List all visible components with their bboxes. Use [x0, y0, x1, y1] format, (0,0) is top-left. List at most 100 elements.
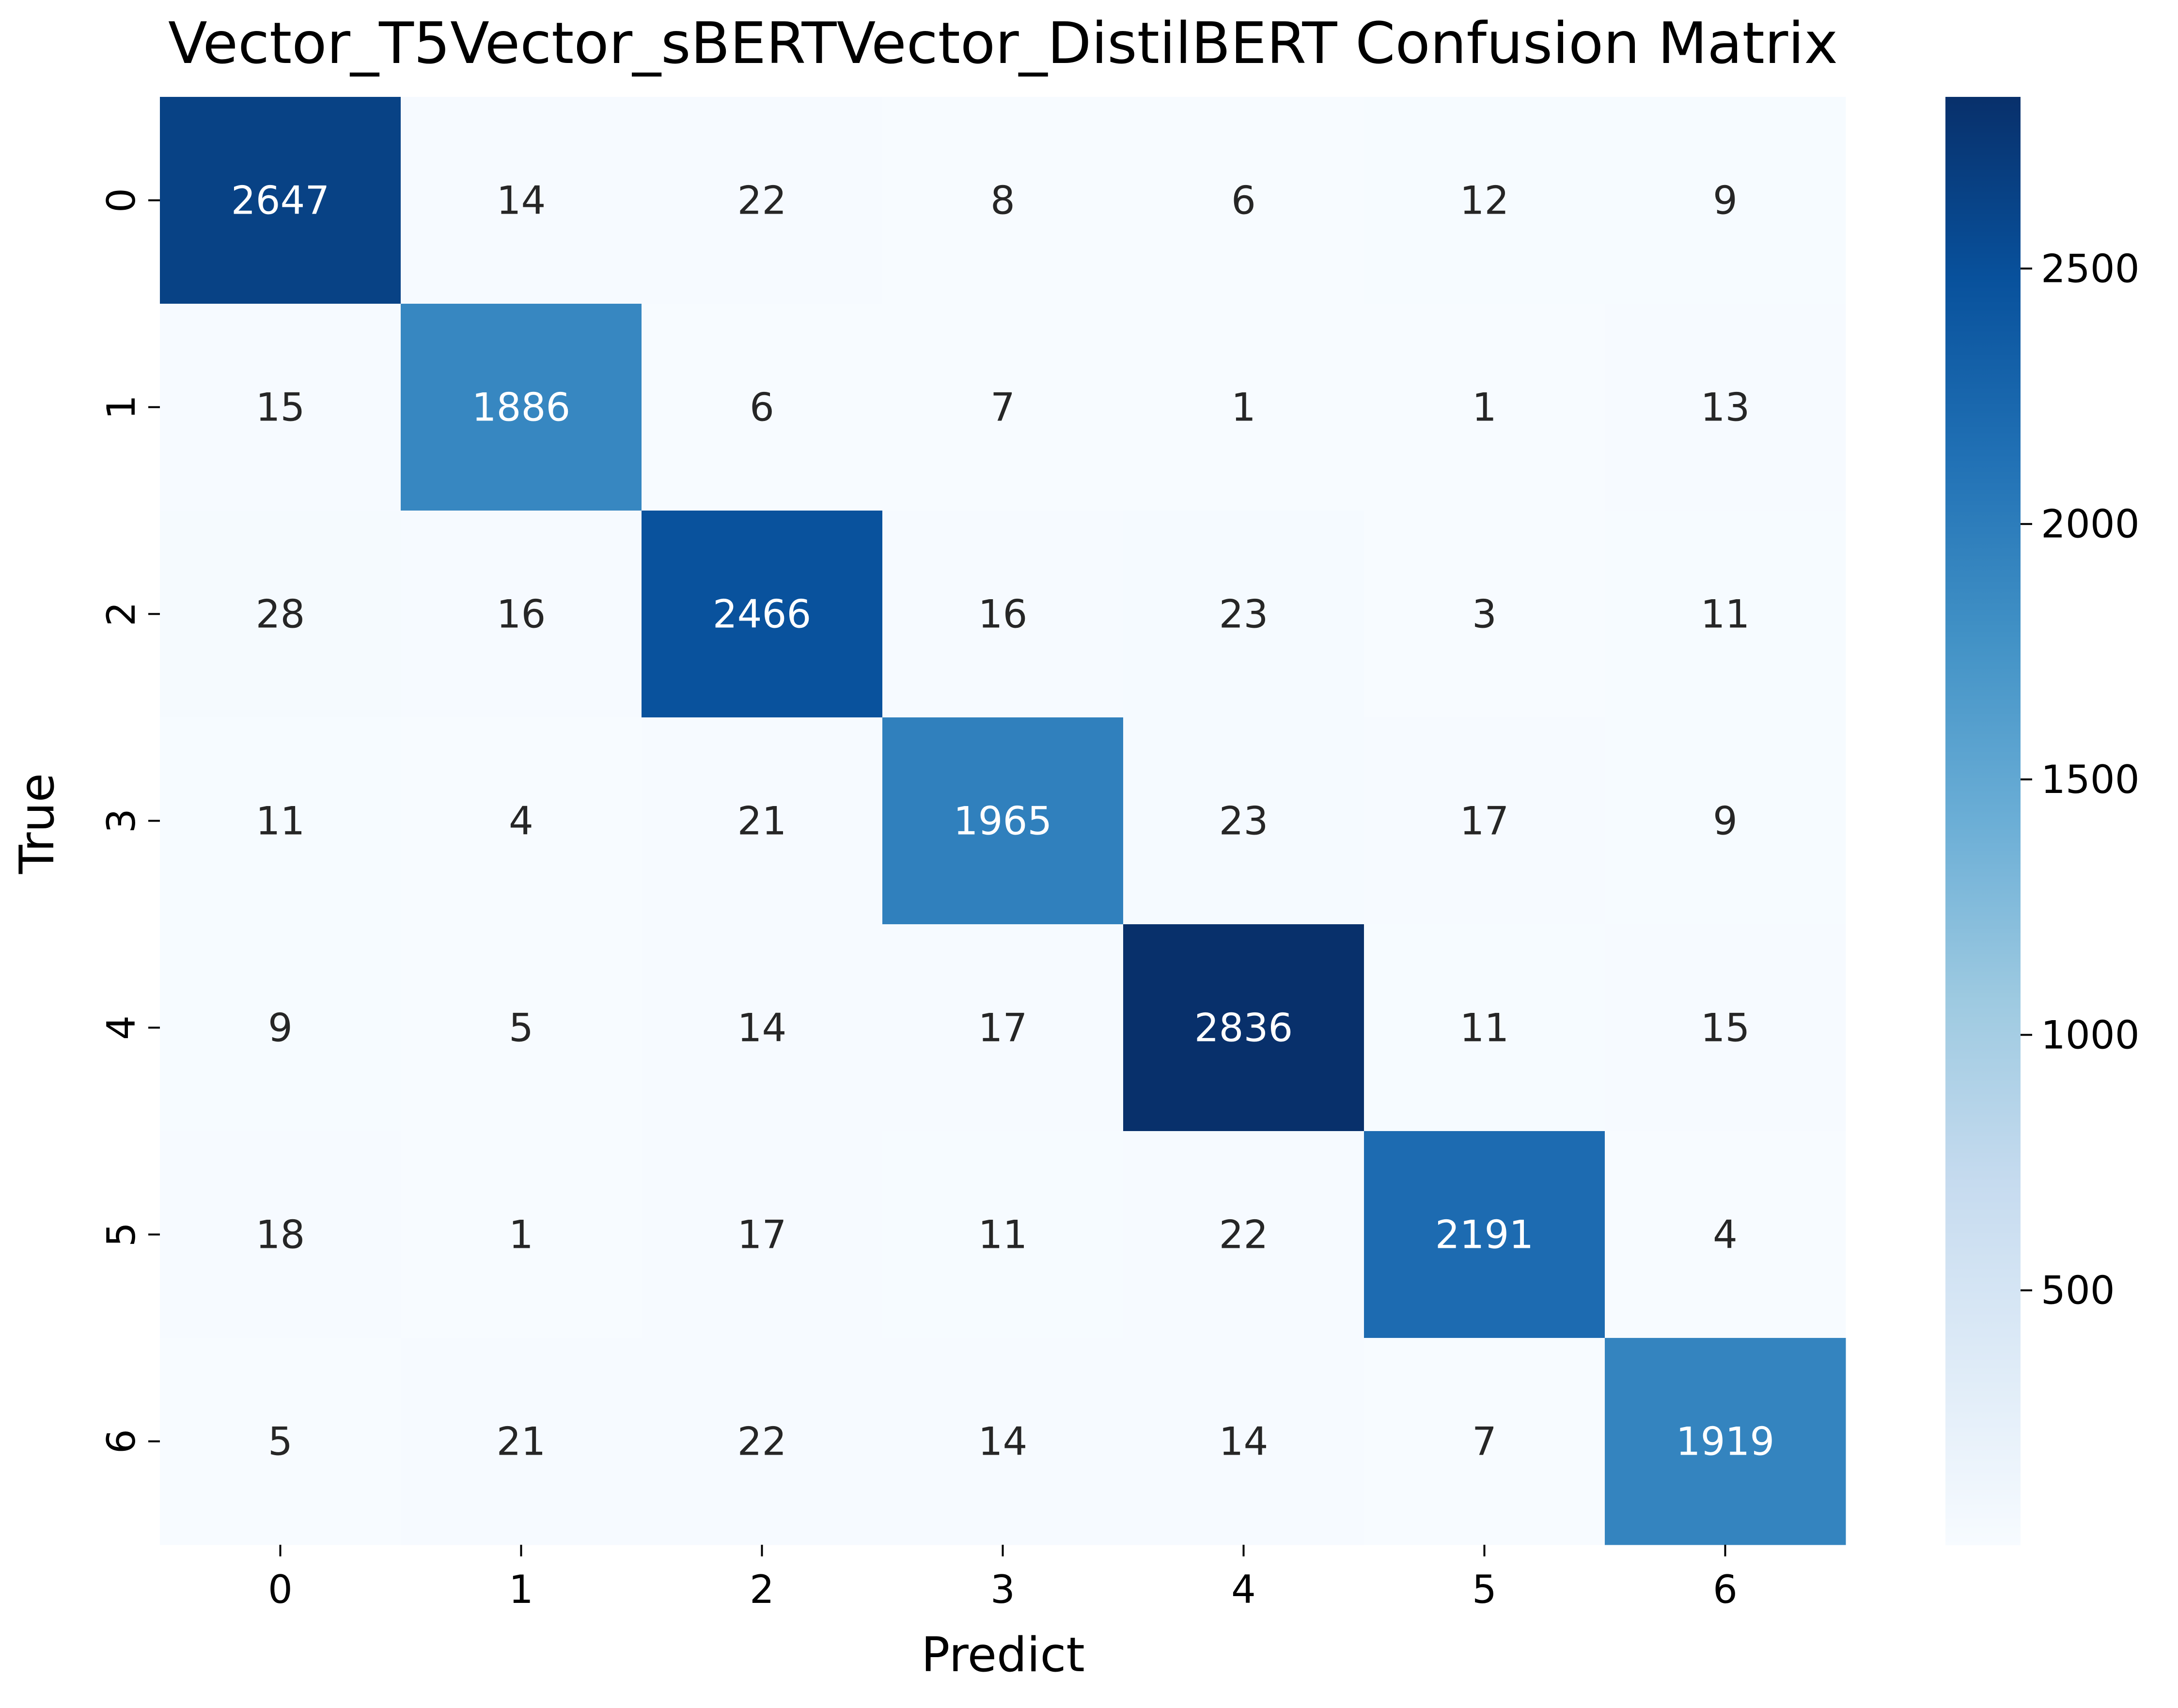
x-tick-label: 1 [509, 1567, 533, 1612]
cell-value-r3-c6: 9 [1713, 799, 1738, 844]
heatmap-cell-r1-c3 [882, 304, 1124, 511]
cell-value-r2-c0: 28 [256, 592, 305, 637]
heatmap-cell-r3-c0 [160, 717, 401, 925]
y-axis-label: True [10, 773, 65, 874]
heatmap-cell-r5-c5 [1364, 1131, 1605, 1338]
colorbar [1945, 97, 2021, 1545]
heatmap-cell-r0-c4 [1123, 97, 1364, 304]
heatmap-cell-r2-c1 [401, 511, 642, 718]
heatmap-cell-r4-c4 [1123, 924, 1364, 1132]
heatmap-cell-r0-c5 [1364, 97, 1605, 304]
cell-value-r6-c2: 22 [737, 1419, 787, 1464]
heatmap-cell-r0-c0 [160, 97, 401, 304]
x-tick-label: 6 [1713, 1567, 1738, 1612]
cell-value-r4-c1: 5 [509, 1006, 533, 1051]
y-axis-ticks: 0 1 2 3 4 5 6 [99, 188, 160, 1454]
cell-value-r4-c6: 15 [1701, 1006, 1750, 1051]
heatmap-cell-r5-c3 [882, 1131, 1124, 1338]
heatmap-cell-r2-c6 [1605, 511, 1846, 718]
y-tick-label: 6 [99, 1429, 144, 1454]
cell-value-r1-c4: 1 [1231, 385, 1256, 430]
y-tick-label: 2 [99, 602, 144, 626]
cell-value-r6-c0: 5 [268, 1419, 293, 1464]
heatmap-cell-r4-c0 [160, 924, 401, 1132]
heatmap-cell-r0-c1 [401, 97, 642, 304]
cell-value-r1-c6: 13 [1701, 385, 1750, 430]
heatmap-cells [160, 97, 1846, 1545]
cell-value-r1-c2: 6 [750, 385, 774, 430]
heatmap-cell-r5-c6 [1605, 1131, 1846, 1338]
x-tick-label: 0 [268, 1567, 293, 1612]
cell-value-r2-c6: 11 [1701, 592, 1750, 637]
heatmap-cell-r6-c3 [882, 1338, 1124, 1545]
cell-value-r5-c2: 17 [737, 1212, 787, 1258]
cell-value-r5-c6: 4 [1713, 1212, 1738, 1258]
colorbar-tick-label: 2500 [2041, 246, 2140, 291]
cell-value-r0-c0: 2647 [231, 178, 330, 223]
heatmap-cell-r1-c2 [642, 304, 883, 511]
cell-value-r3-c3: 1965 [954, 799, 1052, 844]
y-tick-label: 3 [99, 808, 144, 833]
cell-value-r0-c3: 8 [990, 178, 1015, 223]
cell-value-r3-c2: 21 [737, 799, 787, 844]
cell-value-r2-c5: 3 [1472, 592, 1497, 637]
cell-value-r0-c2: 22 [737, 178, 787, 223]
heatmap-cell-r3-c4 [1123, 717, 1364, 925]
cell-value-r4-c2: 14 [737, 1006, 787, 1051]
heatmap-cell-r6-c4 [1123, 1338, 1364, 1545]
colorbar-tick-label: 500 [2041, 1268, 2115, 1313]
heatmap-cell-r2-c0 [160, 511, 401, 718]
heatmap-cell-r0-c3 [882, 97, 1124, 304]
heatmap-cell-r0-c6 [1605, 97, 1846, 304]
heatmap-cell-r1-c5 [1364, 304, 1605, 511]
cell-value-r6-c5: 7 [1472, 1419, 1497, 1464]
heatmap-cell-r6-c1 [401, 1338, 642, 1545]
cell-value-r5-c0: 18 [256, 1212, 305, 1258]
heatmap-cell-r5-c1 [401, 1131, 642, 1338]
x-tick-label: 3 [990, 1567, 1015, 1612]
heatmap-cell-r1-c4 [1123, 304, 1364, 511]
cell-value-r2-c4: 23 [1219, 592, 1269, 637]
y-tick-label: 1 [99, 395, 144, 419]
x-tick-label: 2 [750, 1567, 774, 1612]
cell-value-r6-c3: 14 [978, 1419, 1028, 1464]
heatmap-cell-r2-c4 [1123, 511, 1364, 718]
heatmap-cell-r5-c4 [1123, 1131, 1364, 1338]
x-axis-label: Predict [921, 1628, 1085, 1683]
colorbar-ticks: 500 1000 1500 2000 2500 [2021, 246, 2140, 1313]
cell-value-r4-c4: 2836 [1194, 1006, 1293, 1051]
cell-value-r0-c4: 6 [1231, 178, 1256, 223]
cell-value-r2-c2: 2466 [713, 592, 812, 637]
colorbar-tick-label: 1500 [2041, 757, 2140, 802]
heatmap-cell-r4-c5 [1364, 924, 1605, 1132]
cell-value-r4-c5: 11 [1460, 1006, 1509, 1051]
heatmap-cell-r4-c1 [401, 924, 642, 1132]
cell-value-r2-c1: 16 [497, 592, 546, 637]
colorbar-tick-label: 1000 [2041, 1012, 2140, 1057]
heatmap-cell-r2-c3 [882, 511, 1124, 718]
heatmap-cell-r4-c6 [1605, 924, 1846, 1132]
cell-value-r5-c1: 1 [509, 1212, 533, 1258]
cell-value-r3-c1: 4 [509, 799, 533, 844]
cell-value-r5-c4: 22 [1219, 1212, 1269, 1258]
heatmap-cell-r2-c2 [642, 511, 883, 718]
x-tick-label: 4 [1231, 1567, 1256, 1612]
heatmap-cell-r3-c5 [1364, 717, 1605, 925]
cell-value-r4-c3: 17 [978, 1006, 1028, 1051]
heatmap-cell-r6-c2 [642, 1338, 883, 1545]
y-tick-label: 5 [99, 1222, 144, 1247]
heatmap-cell-r1-c1 [401, 304, 642, 511]
heatmap-cell-r1-c0 [160, 304, 401, 511]
heatmap-cell-r3-c2 [642, 717, 883, 925]
heatmap-cell-r1-c6 [1605, 304, 1846, 511]
heatmap-cell-r4-c2 [642, 924, 883, 1132]
y-tick-label: 0 [99, 188, 144, 213]
heatmap-cell-r0-c2 [642, 97, 883, 304]
heatmap-cell-r5-c0 [160, 1131, 401, 1338]
cell-value-r1-c3: 7 [990, 385, 1015, 430]
x-axis-ticks: 0 1 2 3 4 5 6 [268, 1545, 1738, 1612]
cell-value-r1-c5: 1 [1472, 385, 1497, 430]
cell-value-r4-c0: 9 [268, 1006, 293, 1051]
heatmap-cell-r4-c3 [882, 924, 1124, 1132]
